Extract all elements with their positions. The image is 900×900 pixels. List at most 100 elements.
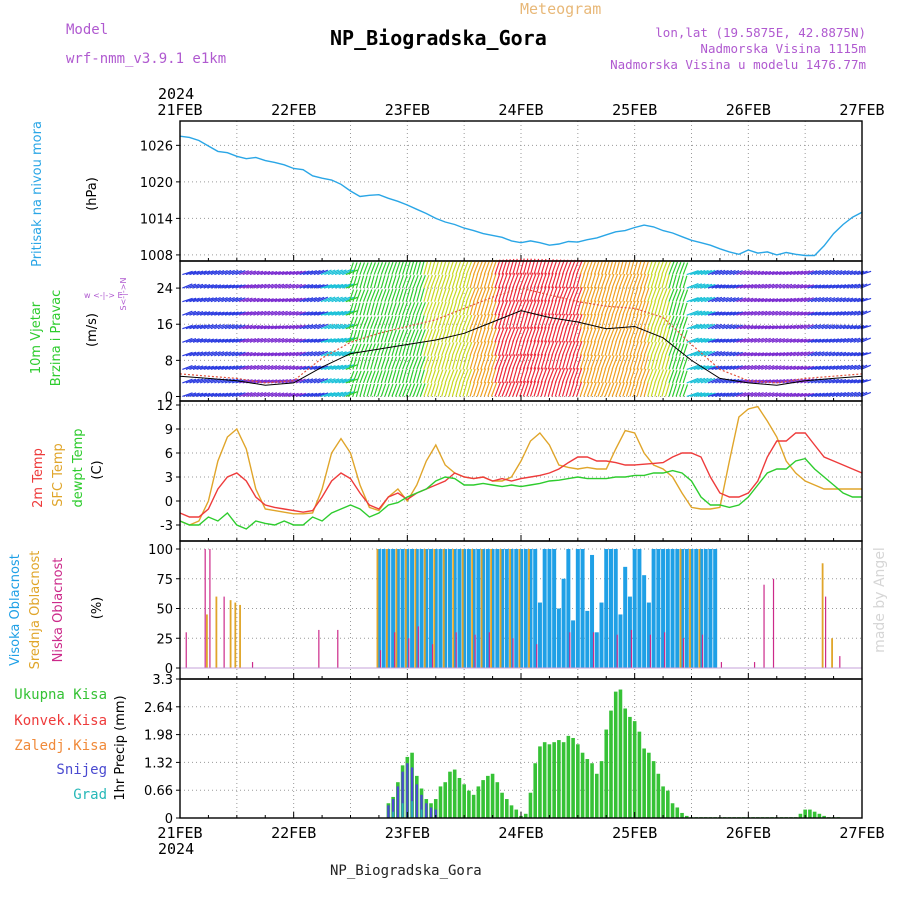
wind-barb: [480, 260, 487, 275]
cloud-high-bar: [405, 549, 410, 668]
wind-barb: [711, 338, 723, 343]
day-label-bottom: 23FEB: [385, 824, 430, 842]
wind-barb: [586, 381, 594, 397]
y-tick-label: 12: [156, 399, 173, 414]
cloud-high-bar: [547, 549, 552, 668]
wind-barb: [750, 325, 761, 330]
wind-barb: [270, 283, 281, 289]
wind-barb: [732, 284, 744, 289]
wind-barb: [782, 338, 793, 343]
wind-barb: [249, 379, 260, 384]
wind-barb: [750, 379, 761, 384]
wind-barb: [423, 369, 429, 384]
wind-barb: [288, 338, 299, 343]
wind-barb: [554, 286, 562, 302]
wind-barb: [512, 353, 520, 370]
cloud-mid-bar: [423, 549, 426, 668]
wind-barb: [338, 283, 351, 289]
wind-barb: [636, 300, 643, 316]
wind-barb: [242, 392, 253, 398]
wind-barb: [814, 311, 825, 316]
wind-barb: [825, 311, 836, 316]
wind-barb: [650, 341, 658, 357]
wind-barb: [345, 269, 358, 276]
wind-barb: [231, 297, 242, 303]
wind-barb: [437, 342, 444, 357]
wind-barb: [210, 351, 221, 357]
wind-barb: [221, 297, 232, 303]
wind-barb: [508, 354, 516, 370]
wind-barb: [540, 340, 548, 357]
wind-barb: [419, 356, 426, 370]
precip-total-bar: [443, 782, 448, 818]
wind-barb: [512, 285, 518, 302]
wind-barb: [810, 324, 821, 330]
wind-barb: [256, 325, 267, 330]
wind-barb: [754, 310, 764, 316]
wind-barb: [743, 337, 754, 343]
wind-barb: [761, 310, 771, 316]
wind-barb: [668, 315, 675, 329]
wind-barb: [278, 310, 288, 316]
wind-barb: [515, 272, 523, 289]
wind-barb: [182, 297, 193, 303]
wind-barb: [334, 364, 347, 370]
wind-barb: [391, 369, 397, 384]
wind-barb: [288, 311, 299, 316]
wind-barb: [214, 297, 225, 303]
wind-barb: [327, 337, 340, 343]
wind-barb: [423, 329, 430, 343]
wind-barb: [690, 269, 703, 276]
wind-barb: [345, 378, 358, 384]
wind-barb: [849, 270, 861, 276]
wind-barb: [501, 340, 507, 357]
wind-barb: [334, 337, 347, 343]
wind-barb: [182, 324, 193, 330]
wind-barb: [540, 353, 547, 370]
wind-barb: [373, 316, 380, 329]
wind-barb: [839, 351, 850, 357]
wind-barb: [725, 324, 736, 330]
wind-barb: [650, 328, 656, 343]
wind-barb: [690, 323, 703, 330]
cloud-high-bar: [627, 596, 632, 668]
wind-barb: [586, 340, 593, 357]
wind-barb: [462, 355, 468, 370]
wind-barb: [682, 357, 688, 370]
wind-barb: [732, 270, 743, 276]
temp-ylabel: (C): [90, 460, 105, 479]
wind-barb: [700, 377, 712, 384]
wind-barb: [629, 368, 636, 384]
wind-barb: [533, 380, 540, 397]
wind-barb: [679, 289, 685, 302]
cloud-mid-bar: [461, 549, 464, 668]
wind-barb: [426, 301, 433, 316]
wind-barb: [715, 338, 726, 343]
wind-barb: [267, 365, 278, 370]
wind-barb: [597, 286, 604, 302]
cloud-mid-bar: [234, 602, 237, 668]
wind-barb: [387, 329, 394, 343]
wind-barb: [743, 270, 754, 276]
precip-total-bar: [623, 708, 627, 818]
wind-barb: [441, 328, 447, 343]
wind-barb: [278, 379, 288, 384]
wind-barb: [615, 328, 622, 343]
wind-barb: [494, 381, 502, 397]
wind-barb: [394, 356, 401, 370]
wind-barb: [239, 379, 250, 384]
wind-barb: [487, 368, 493, 384]
wind-barb: [433, 342, 440, 357]
wind-barb: [434, 274, 440, 289]
wind-barb: [647, 287, 654, 302]
wind-barb: [771, 325, 782, 330]
wind-barb: [242, 311, 253, 316]
wind-barb: [711, 323, 723, 330]
wind-barb: [675, 302, 681, 316]
wind-barb: [835, 297, 847, 303]
wind-barb: [796, 270, 807, 276]
cloud-low-bar: [663, 632, 666, 668]
wind-barb: [196, 324, 207, 330]
wind-barb: [338, 378, 351, 384]
precip-total-bar: [585, 759, 590, 818]
